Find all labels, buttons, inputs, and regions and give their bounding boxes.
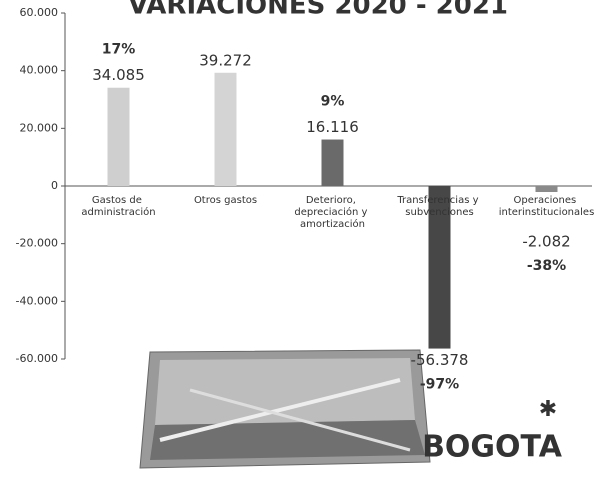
percent-label: 9% (321, 94, 345, 110)
x-tick-label: Operaciones interinstitucionales (499, 195, 595, 218)
x-tick-label: Transferencias y subvenciones (396, 195, 481, 218)
value-label: -2.082 (522, 233, 570, 251)
photo (139, 349, 431, 469)
value-label: 34.085 (92, 66, 145, 84)
y-tick-label: -60.000 (16, 352, 58, 365)
bar (107, 87, 130, 186)
y-tick-label: 0 (51, 179, 58, 192)
y-tick-label: 20.000 (20, 121, 59, 134)
bar (214, 72, 237, 186)
bar (428, 186, 451, 349)
percent-label: -97% (420, 377, 459, 393)
percent-label: 17% (102, 42, 136, 58)
y-tick-label: -40.000 (16, 294, 58, 307)
x-tick-label: Otros gastos (194, 195, 257, 206)
y-tick-label: 40.000 (20, 64, 59, 77)
percent-label: -38% (527, 258, 566, 274)
y-tick-label: -20.000 (16, 237, 58, 250)
bar (321, 139, 344, 186)
x-tick-label: Gastos de administración (81, 195, 155, 218)
value-label: 16.116 (306, 118, 359, 136)
bar (535, 186, 558, 193)
x-tick-label: Deterioro, depreciación y amortización (294, 195, 370, 230)
y-tick-label: 60.000 (20, 6, 59, 19)
chart-title: VARIACIONES 2020 - 2021 (128, 0, 508, 21)
logo: BOGOTA (422, 430, 563, 465)
value-label: -56.378 (411, 351, 469, 369)
logo-star: ✱ (539, 397, 557, 422)
value-label: 39.272 (199, 51, 252, 69)
